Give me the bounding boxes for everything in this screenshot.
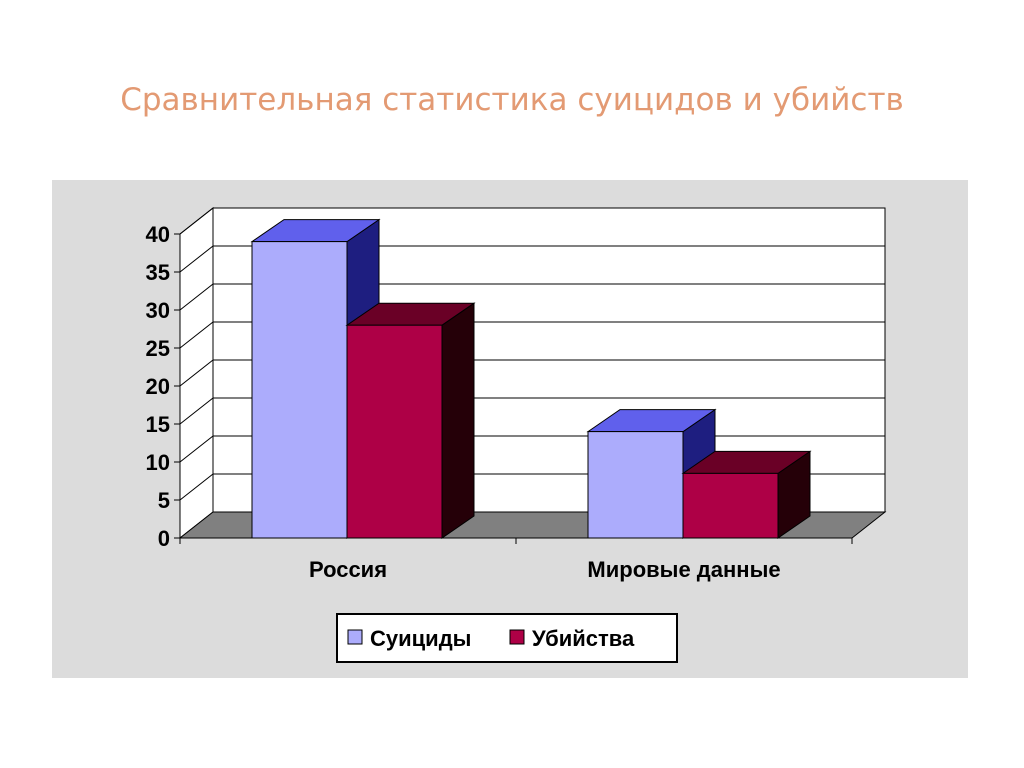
x-category-label: Мировые данные xyxy=(587,557,780,582)
bar-side xyxy=(441,302,475,539)
bar-front xyxy=(587,431,684,539)
legend-label: Суициды xyxy=(370,626,471,651)
x-category-label: Россия xyxy=(309,557,387,582)
legend-swatch xyxy=(509,629,525,645)
bar xyxy=(586,408,717,539)
y-tick-label: 25 xyxy=(146,336,170,361)
x-axis-category-labels: Россия Мировые данные xyxy=(309,557,781,582)
y-axis-tick-labels: 0 5 10 15 20 25 30 35 40 xyxy=(146,222,170,551)
bar-front xyxy=(251,241,348,539)
axes xyxy=(174,233,853,544)
legend-swatch xyxy=(347,629,363,645)
y-tick-label: 5 xyxy=(158,488,170,513)
legend-box xyxy=(336,613,678,663)
gridline xyxy=(179,245,885,273)
gridline xyxy=(179,321,885,349)
y-tick-label: 0 xyxy=(158,526,170,551)
gridline xyxy=(179,283,885,311)
legend-label: Убийства xyxy=(532,626,635,651)
bar-front xyxy=(346,324,443,539)
gridline xyxy=(179,207,885,235)
y-tick-label: 35 xyxy=(146,260,170,285)
slide-title: Сравнительная статистика суицидов и убий… xyxy=(120,82,904,118)
y-tick-label: 40 xyxy=(146,222,170,247)
y-tick-label: 20 xyxy=(146,374,170,399)
legend[interactable]: Суициды Убийства xyxy=(336,613,678,663)
y-tick-label: 10 xyxy=(146,450,170,475)
gridline xyxy=(179,397,885,425)
gridline xyxy=(179,359,885,387)
bars xyxy=(250,218,812,539)
bar xyxy=(345,302,476,539)
bar-front xyxy=(682,472,779,539)
bar xyxy=(681,450,812,539)
y-tick-label: 15 xyxy=(146,412,170,437)
y-tick-label: 30 xyxy=(146,298,170,323)
